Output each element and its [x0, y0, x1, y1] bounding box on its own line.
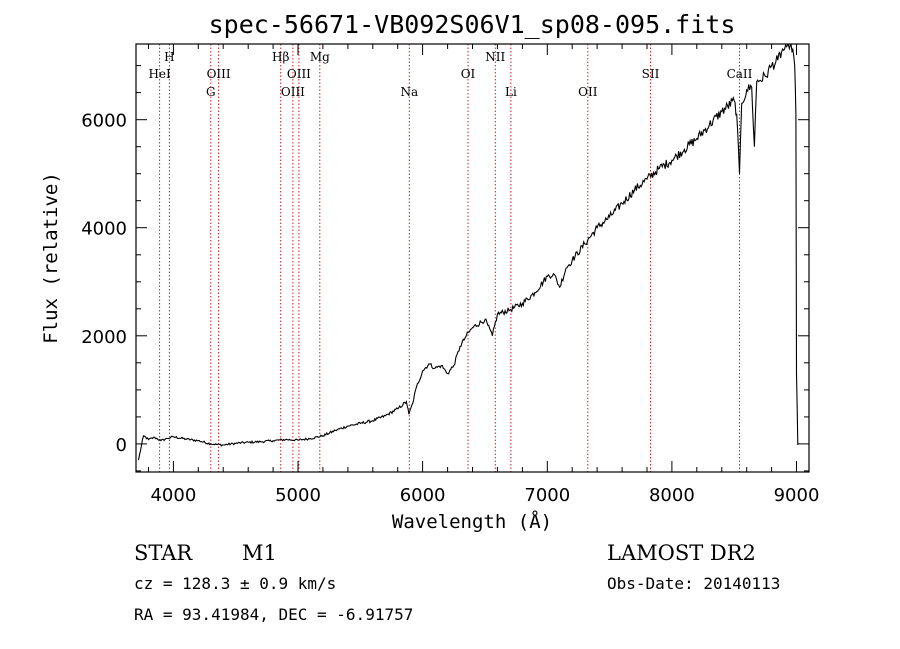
- line-label-caii-14: CaII: [727, 67, 753, 81]
- line-label-oiii-5: OIII: [281, 85, 305, 99]
- info-panel: STAR M1 LAMOST DR2 cz = 128.3 ± 0.9 km/s…: [134, 541, 780, 624]
- line-label-g-2: G: [206, 85, 216, 99]
- spectrum-line: [137, 43, 799, 461]
- y-tick-label-0: 0: [116, 435, 127, 456]
- y-tick-label-4000: 4000: [81, 219, 127, 240]
- line-label-li-11: Li: [505, 85, 517, 99]
- x-tick-label-9000: 9000: [774, 485, 820, 506]
- line-label-oi-9: OI: [461, 67, 476, 81]
- y-axis-label: Flux (relative): [40, 172, 62, 344]
- line-label-hβ-4: Hβ: [272, 50, 289, 64]
- line-label-mg-7: Mg: [310, 50, 330, 64]
- plot-frame: [135, 43, 810, 473]
- redshift-velocity: cz = 128.3 ± 0.9 km/s: [134, 574, 336, 593]
- sky-coordinates: RA = 93.41984, DEC = -6.91757: [134, 605, 413, 624]
- line-label-h-1: H: [164, 50, 174, 64]
- y-tick-label-6000: 6000: [81, 111, 127, 132]
- object-subclass: M1: [242, 541, 277, 565]
- observation-date: Obs-Date: 20140113: [607, 574, 780, 593]
- x-axis-label: Wavelength (Å): [392, 510, 552, 533]
- x-tick-label-6000: 6000: [400, 485, 446, 506]
- line-label-oiii-6: OIII: [287, 67, 311, 81]
- line-label-oiii-3: OIII: [207, 67, 231, 81]
- chart-title: spec-56671-VB092S06V1_sp08-095.fits: [209, 10, 736, 39]
- x-tick-label-7000: 7000: [524, 485, 570, 506]
- x-tick-label-5000: 5000: [275, 485, 321, 506]
- line-label-oii-12: OII: [578, 85, 598, 99]
- x-tick-label-8000: 8000: [649, 485, 695, 506]
- line-label-sii-13: SII: [642, 67, 660, 81]
- line-label-hei-0: HeI: [148, 67, 171, 81]
- plot-area: HeI H G OIII Hβ OIII OIII Mg Na OI NII Li OII SII CaII…: [81, 43, 819, 506]
- y-tick-label-2000: 2000: [81, 327, 127, 348]
- emission-line-labels: HeI H G OIII Hβ OIII OIII Mg Na OI NII Li OII SII CaII: [148, 50, 752, 99]
- axis-ticks: [136, 44, 809, 472]
- axis-tick-labels: 4000 5000 6000 7000 8000 9000 0 2000 4000 6000: [81, 111, 819, 506]
- x-tick-label-4000: 4000: [150, 485, 196, 506]
- survey-name: LAMOST DR2: [607, 541, 756, 565]
- emission-line-markers: [159, 44, 740, 472]
- line-label-nii-10: NII: [485, 50, 505, 64]
- line-label-na-8: Na: [400, 85, 418, 99]
- object-class: STAR: [134, 541, 193, 565]
